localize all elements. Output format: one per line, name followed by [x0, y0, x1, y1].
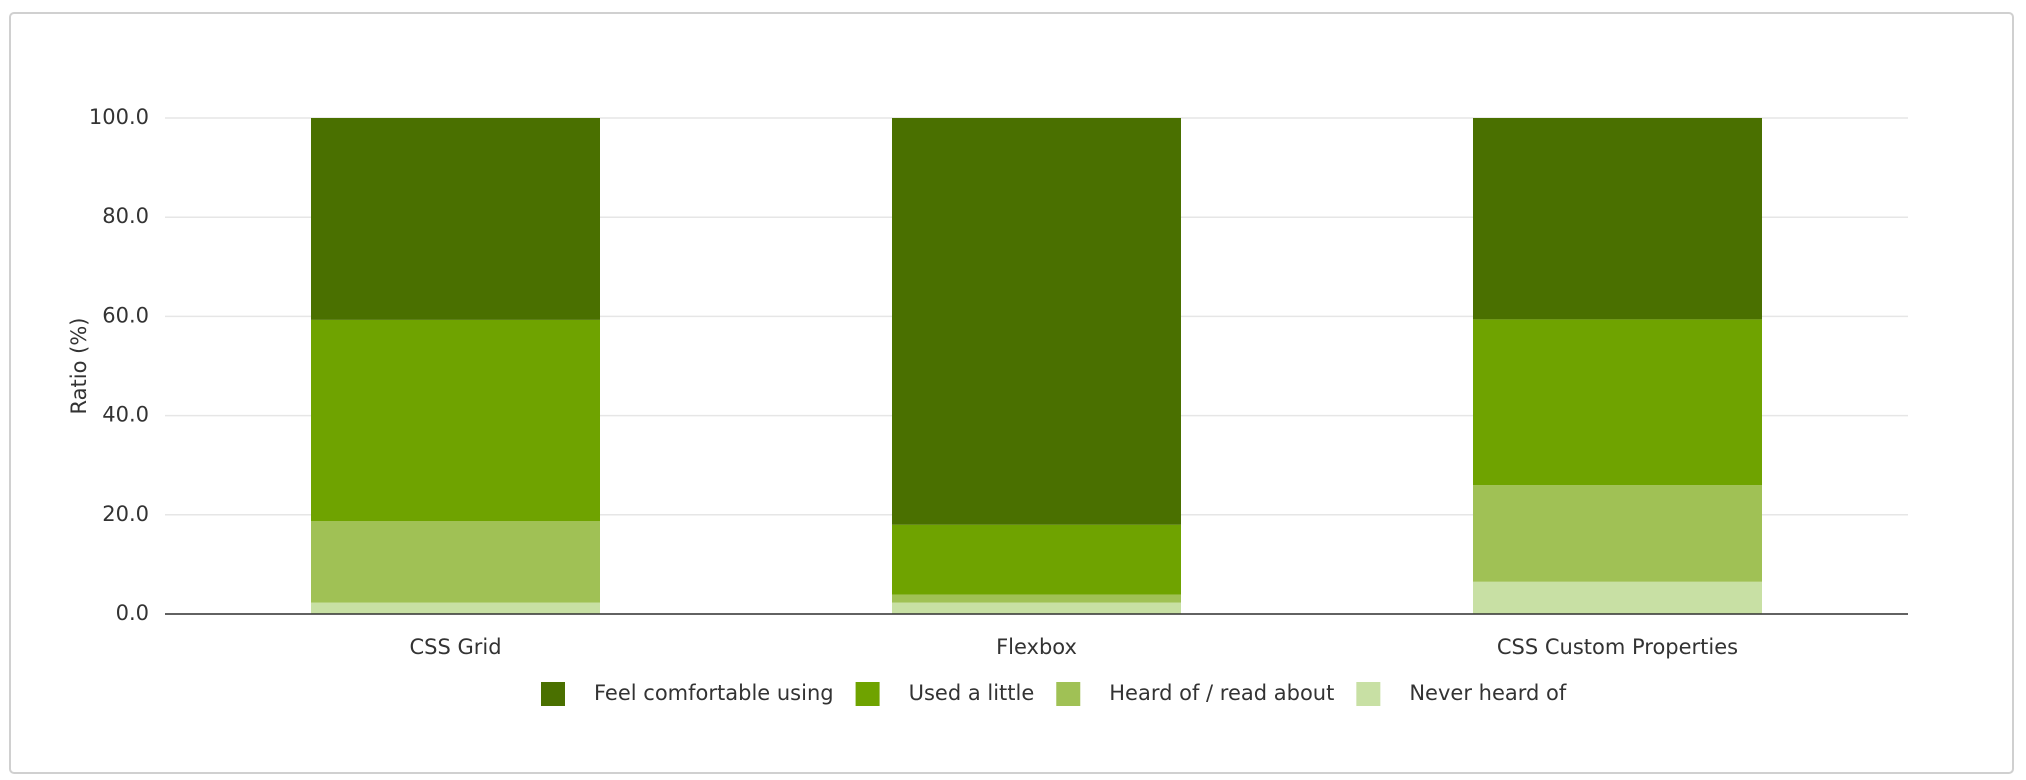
y-tick-label: 100.0	[89, 105, 149, 129]
bar-segment	[311, 521, 600, 603]
bar-segment	[1473, 581, 1762, 614]
bar-segment	[892, 524, 1181, 595]
x-tick-label: Flexbox	[996, 635, 1077, 659]
bar-segment	[892, 594, 1181, 603]
bar-segment	[1473, 319, 1762, 486]
bar-segment	[311, 118, 600, 320]
legend-label: Used a little	[909, 681, 1035, 705]
legend-swatch	[1356, 682, 1381, 706]
y-tick-label: 20.0	[102, 502, 149, 526]
y-tick-label: 0.0	[116, 601, 149, 625]
bar-segment	[311, 319, 600, 522]
legend-swatch	[541, 682, 565, 706]
legend-swatch	[855, 682, 880, 706]
legend-label: Heard of / read about	[1109, 681, 1334, 705]
bar-segment	[892, 118, 1181, 525]
y-axis-label: Ratio (%)	[67, 318, 91, 415]
legend-swatch	[1056, 682, 1081, 706]
bar-segment	[1473, 485, 1762, 582]
bar-segment	[1473, 118, 1762, 320]
legend-label: Never heard of	[1409, 681, 1567, 705]
y-tick-label: 60.0	[102, 303, 149, 327]
bar-segment	[311, 602, 600, 614]
legend-label: Feel comfortable using	[594, 681, 834, 705]
x-tick-label: CSS Grid	[409, 635, 501, 659]
bar-segment	[892, 602, 1181, 614]
y-tick-label: 40.0	[102, 403, 149, 427]
x-tick-label: CSS Custom Properties	[1497, 635, 1738, 659]
y-tick-label: 80.0	[102, 204, 149, 228]
